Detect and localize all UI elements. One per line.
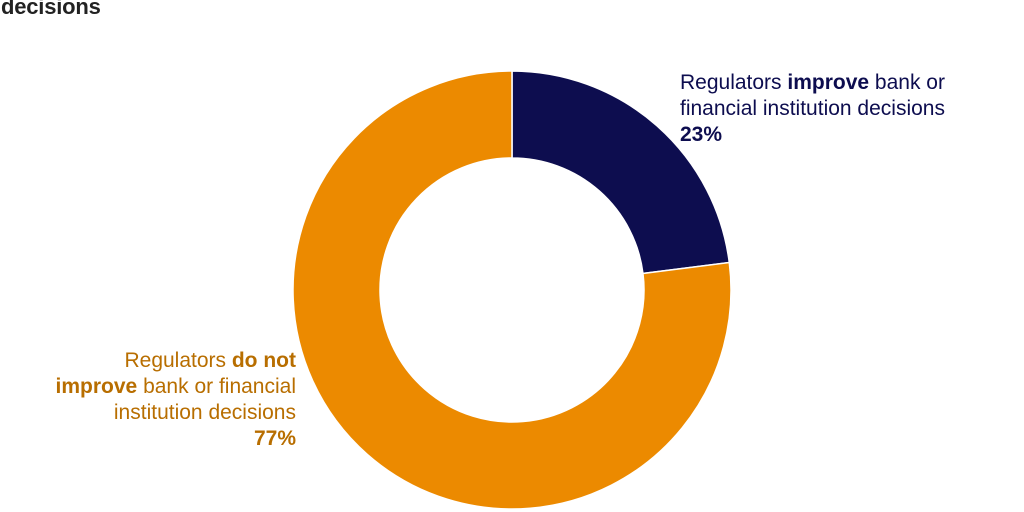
- chart-title: decisions: [1, 0, 101, 19]
- value-improve: 23%: [680, 123, 723, 146]
- label-improve: Regulators improve bank or financial ins…: [680, 71, 945, 146]
- value-not-improve: 77%: [253, 427, 296, 450]
- slice-improve: [511, 70, 731, 275]
- label-not-improve: Regulators do not improve bank or financ…: [55, 349, 296, 450]
- slice-not-improve: [292, 70, 732, 510]
